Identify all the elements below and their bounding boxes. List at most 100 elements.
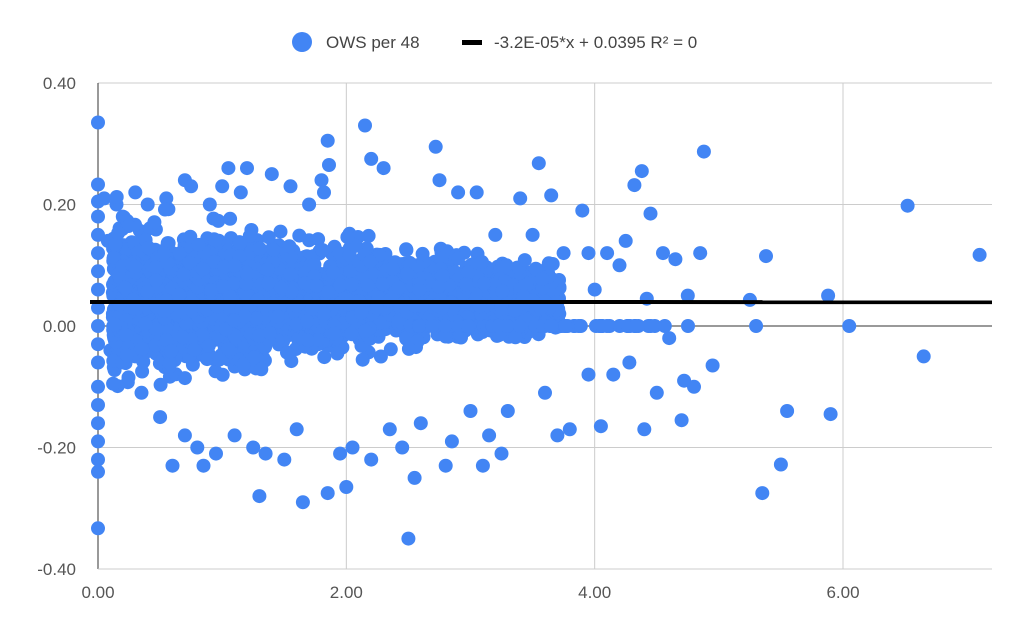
data-point xyxy=(500,319,514,333)
data-point xyxy=(356,353,370,367)
data-point xyxy=(241,267,255,281)
data-point xyxy=(606,368,620,382)
data-point xyxy=(414,416,428,430)
legend-label-trendline: -3.2E-05*x + 0.0395 R² = 0 xyxy=(494,33,697,52)
data-point xyxy=(266,243,280,257)
data-point xyxy=(693,246,707,260)
data-point xyxy=(251,293,265,307)
legend-marker-ows xyxy=(292,32,312,52)
data-point xyxy=(774,458,788,472)
data-point xyxy=(399,243,413,257)
data-point xyxy=(743,293,757,307)
data-point xyxy=(120,348,134,362)
data-point xyxy=(557,246,571,260)
data-point xyxy=(759,249,773,263)
data-point xyxy=(656,246,670,260)
data-point xyxy=(97,191,111,205)
data-point xyxy=(91,264,105,278)
data-point xyxy=(176,330,190,344)
data-point xyxy=(755,486,769,500)
data-point xyxy=(482,428,496,442)
data-point xyxy=(842,319,856,333)
data-point xyxy=(91,465,105,479)
data-point xyxy=(470,185,484,199)
data-point xyxy=(594,419,608,433)
data-point xyxy=(600,319,614,333)
data-point xyxy=(135,365,149,379)
data-point xyxy=(650,386,664,400)
data-point xyxy=(215,179,229,193)
data-point xyxy=(445,434,459,448)
data-point xyxy=(263,326,277,340)
data-point xyxy=(223,212,237,226)
data-point xyxy=(495,447,509,461)
y-tick-label: 0.40 xyxy=(43,74,76,93)
data-point xyxy=(221,161,235,175)
data-point xyxy=(126,293,140,307)
data-point xyxy=(322,158,336,172)
data-point xyxy=(687,380,701,394)
data-point xyxy=(345,278,359,292)
data-point xyxy=(91,210,105,224)
data-point xyxy=(164,344,178,358)
data-point xyxy=(212,353,226,367)
data-point xyxy=(658,319,672,333)
data-point xyxy=(535,272,549,286)
data-point xyxy=(200,352,214,366)
data-point xyxy=(178,371,192,385)
data-point xyxy=(228,428,242,442)
data-point xyxy=(185,304,199,318)
data-point xyxy=(668,252,682,266)
data-point xyxy=(425,319,439,333)
data-point xyxy=(644,207,658,221)
data-point xyxy=(315,243,329,257)
data-point xyxy=(973,248,987,262)
data-point xyxy=(153,410,167,424)
data-point xyxy=(249,311,263,325)
data-point xyxy=(91,319,105,333)
data-point xyxy=(91,521,105,535)
data-point xyxy=(140,285,154,299)
data-point xyxy=(532,156,546,170)
data-point xyxy=(476,459,490,473)
data-point xyxy=(128,260,142,274)
data-point xyxy=(619,234,633,248)
data-point xyxy=(158,203,172,217)
y-tick-label: 0.00 xyxy=(43,317,76,336)
data-point xyxy=(575,204,589,218)
data-point xyxy=(340,230,354,244)
data-point xyxy=(675,413,689,427)
data-point xyxy=(317,307,331,321)
data-point xyxy=(358,324,372,338)
data-point xyxy=(637,422,651,436)
data-point xyxy=(364,453,378,467)
data-point xyxy=(141,198,155,212)
data-point xyxy=(209,447,223,461)
data-point xyxy=(157,304,171,318)
y-tick-label: -0.20 xyxy=(37,439,76,458)
data-point xyxy=(392,281,406,295)
data-point xyxy=(190,441,204,455)
data-point xyxy=(227,314,241,328)
data-point xyxy=(550,428,564,442)
legend-label-ows: OWS per 48 xyxy=(326,33,420,52)
data-point xyxy=(333,447,347,461)
data-point xyxy=(262,230,276,244)
data-point xyxy=(344,327,358,341)
data-point xyxy=(697,145,711,159)
data-point xyxy=(187,343,201,357)
data-point xyxy=(106,377,120,391)
legend-marker-trendline xyxy=(462,40,482,45)
data-point xyxy=(513,191,527,205)
x-tick-label: 4.00 xyxy=(578,583,611,602)
data-point xyxy=(433,173,447,187)
data-point xyxy=(111,226,125,240)
data-point xyxy=(627,178,641,192)
data-point xyxy=(326,265,340,279)
data-point xyxy=(91,434,105,448)
x-tick-label: 6.00 xyxy=(826,583,859,602)
data-point xyxy=(91,337,105,351)
data-point xyxy=(330,347,344,361)
data-point xyxy=(358,119,372,133)
